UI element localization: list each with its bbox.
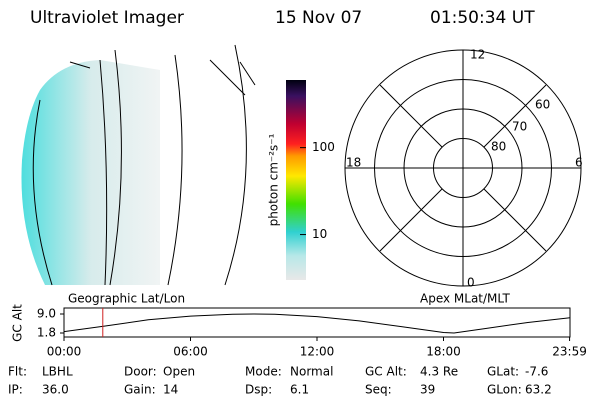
info-label: Flt:: [8, 365, 27, 379]
info-label: GC Alt:: [365, 365, 407, 379]
coastline: [69, 59, 256, 96]
y-axis-label: GC Alt: [11, 304, 25, 342]
left-label: Geographic Lat/Lon: [68, 292, 185, 306]
spokes: [345, 50, 581, 286]
info-value: 39: [420, 383, 435, 397]
info-value: 14: [163, 383, 178, 397]
mlt-label: 0: [467, 276, 475, 290]
info-label: Dsp:: [245, 383, 272, 397]
colorbar-tick-label: 100: [312, 140, 335, 154]
mlt-label: 12: [470, 48, 485, 62]
colorbar: [286, 80, 306, 280]
polar-plot: 80 70 60 12 6 0 18: [344, 48, 583, 290]
grid-curve: [224, 44, 247, 286]
info-label: Gain:: [124, 383, 156, 397]
grid-curve: [99, 59, 108, 286]
grid-curve: [167, 54, 183, 286]
lat-label: 80: [491, 140, 506, 154]
info-label: Door:: [124, 365, 157, 379]
mlt-label: 18: [346, 156, 361, 170]
info-value: Normal: [290, 365, 333, 379]
x-tick-label: 06:00: [173, 345, 208, 359]
info-label: Seq:: [365, 383, 392, 397]
title: Ultraviolet Imager: [30, 8, 184, 28]
info-value: 6.1: [290, 383, 309, 397]
lat-label: 70: [512, 120, 527, 134]
colorbar-label: photon cm⁻²s⁻¹: [267, 133, 281, 226]
right-label: Apex MLat/MLT: [420, 292, 510, 306]
info-value: LBHL: [42, 365, 73, 379]
info-value: 4.3 Re: [420, 365, 458, 379]
info-label: GLat:: [487, 365, 519, 379]
lat-label: 60: [535, 98, 550, 112]
y-tick-label: 1.8: [37, 326, 56, 340]
info-value: 36.0: [42, 383, 69, 397]
time: 01:50:34 UT: [430, 8, 535, 28]
altitude-frame: [63, 307, 571, 338]
info-value: 63.2: [525, 383, 552, 397]
image-panel: [21, 44, 256, 286]
grid-curve: [109, 49, 122, 286]
grid-curve: [32, 99, 53, 286]
x-tick-label: 18:00: [426, 345, 461, 359]
x-tick-label: 12:00: [300, 345, 335, 359]
x-tick-label: 00:00: [47, 345, 82, 359]
info-value: -7.6: [525, 365, 548, 379]
info-label: Mode:: [245, 365, 282, 379]
y-tick-label: 9.0: [37, 307, 56, 321]
date: 15 Nov 07: [275, 8, 362, 28]
auroral-emission: [21, 60, 160, 285]
info-label: IP:: [8, 383, 23, 397]
mlt-label: 6: [575, 156, 583, 170]
info-label: GLon:: [487, 383, 522, 397]
colorbar-tick-label: 10: [312, 227, 327, 241]
x-tick-label: 23:59: [552, 345, 587, 359]
info-value: Open: [163, 365, 195, 379]
altitude-curve: [63, 313, 571, 334]
